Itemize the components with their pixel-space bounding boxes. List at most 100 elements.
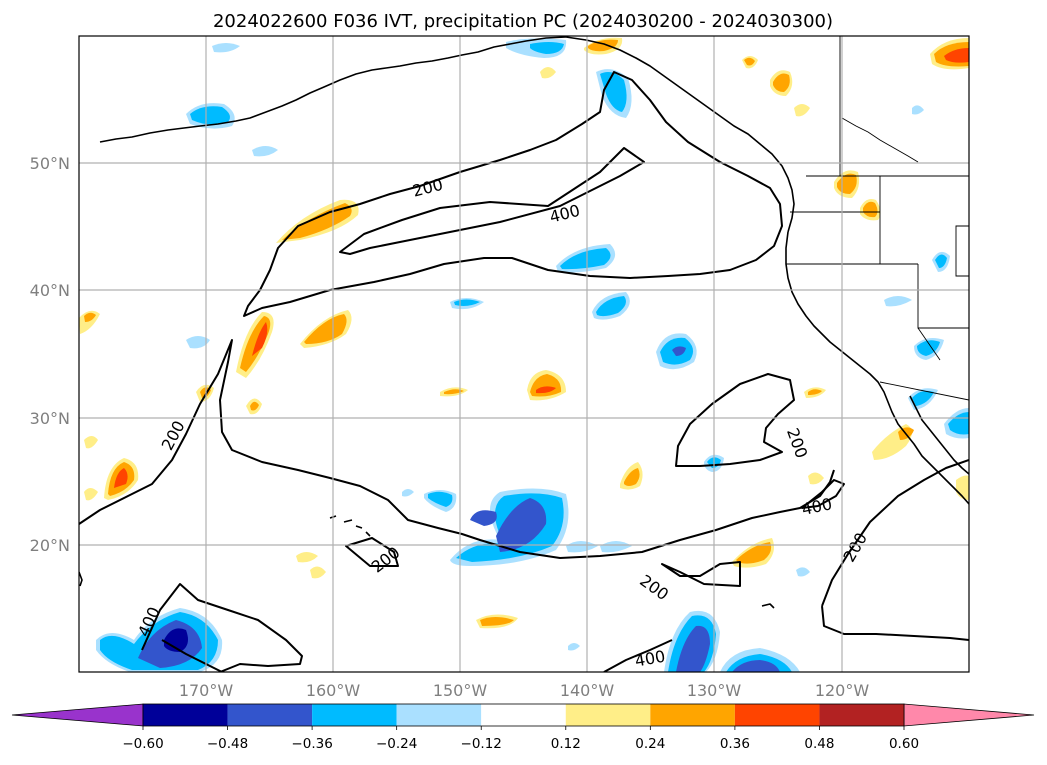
lat-label: 30°N xyxy=(30,409,70,428)
ivt-contour-400-sw-inner xyxy=(161,639,223,672)
colorbar-tick-label: 0.12 xyxy=(551,736,581,752)
precip-region xyxy=(808,472,824,485)
ivt-contour-200-western xyxy=(79,339,835,559)
colorbar-tick-label: 0.48 xyxy=(804,736,834,752)
map-panel: 200 400 200 200 400 200 200 200 400 400 xyxy=(30,35,970,700)
precip-region xyxy=(796,567,810,577)
colorbar-tick-label: −0.36 xyxy=(291,736,332,752)
colorbar-tick-label: −0.48 xyxy=(207,736,248,752)
precip-region xyxy=(540,67,556,79)
precip-region xyxy=(600,72,627,112)
precip-region xyxy=(560,248,611,270)
coastline-gulf-alaska xyxy=(565,36,795,233)
colorbar-tick-label: 0.24 xyxy=(635,736,665,752)
lat-label: 20°N xyxy=(30,536,70,555)
precip-region xyxy=(186,336,210,349)
colorbar-tick-label: 0.36 xyxy=(720,736,750,752)
colorbar-frame xyxy=(142,703,905,727)
ivt-contour-200-lower xyxy=(345,537,741,587)
ivt-contour-200-central xyxy=(675,373,795,467)
precip-region xyxy=(773,73,790,92)
state-borders xyxy=(786,36,969,401)
precip-region xyxy=(935,254,947,268)
bc-inland xyxy=(841,117,919,163)
precip-region xyxy=(794,104,810,117)
precip-region xyxy=(480,617,514,626)
coastline-left-edge xyxy=(79,571,83,587)
colorbar-segment xyxy=(143,704,228,726)
graticule xyxy=(79,36,969,672)
ivt-contour-200-main xyxy=(243,71,783,317)
lon-label: 130°W xyxy=(687,681,742,700)
lon-label: 170°W xyxy=(179,681,234,700)
lat-label: 50°N xyxy=(30,154,70,173)
chart-title: 2024022600 F036 IVT, precipitation PC (2… xyxy=(213,11,833,32)
precip-region xyxy=(164,628,188,652)
precip-region xyxy=(190,106,230,125)
ivt-contour-400-sw xyxy=(141,583,303,672)
colorbar-tick-label: 0.60 xyxy=(889,736,919,752)
ivt-contour-400-bottom xyxy=(603,639,673,672)
precip-region xyxy=(917,340,940,356)
precip-region xyxy=(744,57,755,66)
colorbar-tick-label: −0.60 xyxy=(122,736,163,752)
precip-region xyxy=(252,322,268,356)
colorbar-segment xyxy=(227,704,313,726)
precip-region xyxy=(250,401,259,411)
us-mexico-border xyxy=(879,381,969,401)
colorbar-segment xyxy=(819,704,904,726)
precip-region xyxy=(600,541,632,553)
precip-region xyxy=(444,389,464,395)
ivt-contour-400-main xyxy=(339,147,645,255)
precip-positive-regions xyxy=(79,37,969,629)
colorbar-segment xyxy=(481,704,566,726)
precip-region xyxy=(884,296,912,307)
colorbar-extend-max xyxy=(903,703,1035,727)
precip-region xyxy=(114,468,128,488)
precip-region xyxy=(566,541,598,553)
precip-region xyxy=(808,389,822,395)
colorbar-segment xyxy=(650,704,735,726)
colorbar-segment xyxy=(396,704,482,726)
precip-region xyxy=(84,488,98,501)
precip-region xyxy=(596,296,626,317)
precip-region xyxy=(863,201,878,218)
ivt-contours xyxy=(79,71,969,672)
ivt-contour-400-right xyxy=(801,479,845,509)
precip-region xyxy=(736,542,772,564)
colorbar-segment xyxy=(565,704,651,726)
coastline-baja-gulf xyxy=(909,395,969,475)
precip-region xyxy=(402,489,414,497)
precip-region xyxy=(310,566,326,579)
precip-region xyxy=(944,48,969,63)
precip-region xyxy=(568,643,580,651)
nevada-diag xyxy=(917,327,941,361)
lon-label: 150°W xyxy=(433,681,488,700)
precip-region xyxy=(624,468,640,486)
precip-region xyxy=(252,146,278,157)
lon-label: 160°W xyxy=(306,681,361,700)
precip-region xyxy=(470,510,497,526)
precip-region xyxy=(282,203,352,240)
colorbar-segment xyxy=(312,704,397,726)
map-background xyxy=(79,36,969,672)
colorbar: −0.60 −0.48 −0.36 −0.24 −0.12 0.12 0.24 0.36 0.4… xyxy=(11,703,1035,752)
precip-region xyxy=(304,314,347,344)
lon-label: 120°W xyxy=(815,681,870,700)
precip-region xyxy=(912,390,934,406)
precip-region xyxy=(84,312,96,322)
precip-region xyxy=(732,660,780,672)
map-frame xyxy=(78,35,970,673)
longitude-labels: 170°W 160°W 150°W 140°W 130°W 120°W xyxy=(179,681,870,700)
colorbar-tick-label: −0.12 xyxy=(461,736,502,752)
coastline-alaska xyxy=(99,36,567,143)
precip-region xyxy=(536,386,556,394)
latitude-labels: 50°N 40°N 30°N 20°N xyxy=(30,154,70,555)
precip-region xyxy=(496,498,547,552)
ivt-contour-200-right xyxy=(821,459,969,641)
precip-region xyxy=(84,436,98,449)
utah-box xyxy=(955,225,969,277)
colorbar-segment xyxy=(734,704,820,726)
precip-region xyxy=(212,43,240,53)
